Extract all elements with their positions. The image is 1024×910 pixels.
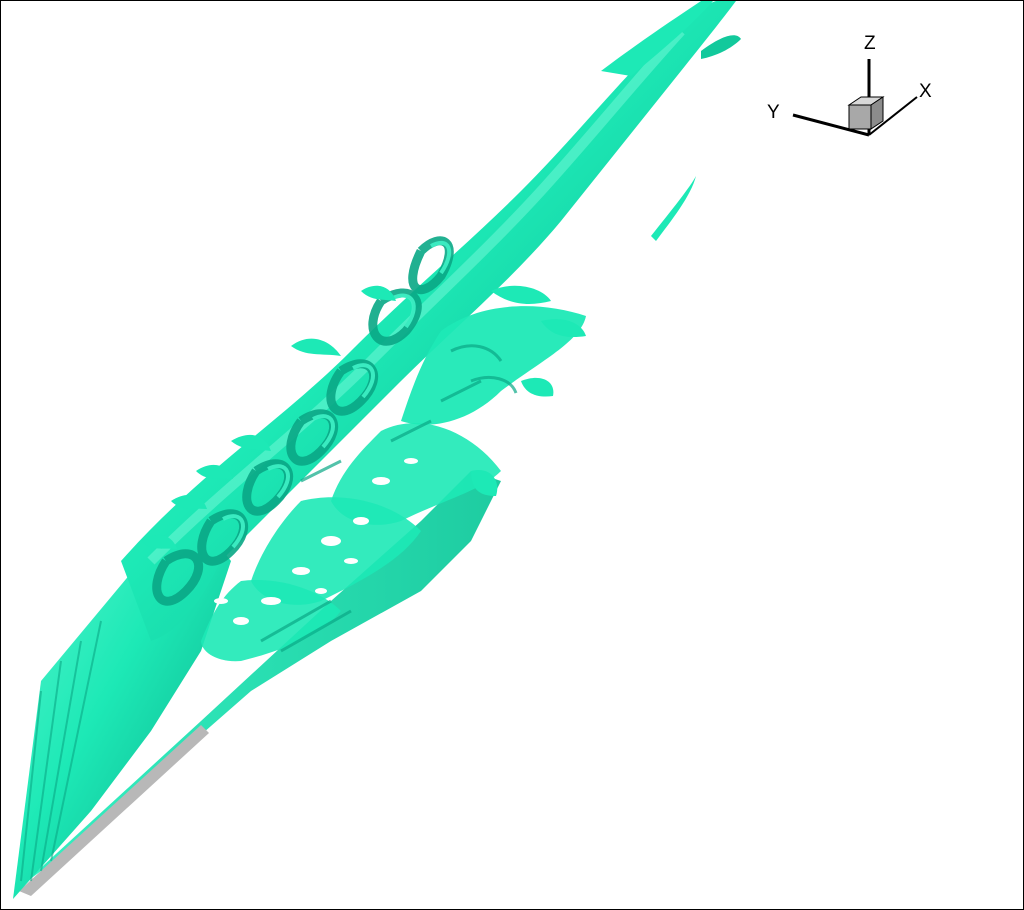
axis-triad: Z Y X	[767, 33, 932, 137]
upper-strand	[601, 1, 713, 76]
breakdown-region	[201, 285, 586, 662]
body-surface	[19, 725, 209, 896]
z-axis-label: Z	[864, 33, 876, 54]
x-axis-label: X	[919, 81, 932, 102]
y-axis-label: Y	[767, 102, 780, 123]
x-axis-line	[868, 96, 918, 136]
cube-icon	[847, 96, 885, 130]
vortex-core-highlight	[147, 27, 685, 565]
upper-right-wisp	[701, 35, 741, 59]
helical-ring-faces	[222, 240, 452, 549]
breakdown-holes	[214, 458, 418, 625]
vortex-core	[121, 1, 736, 641]
helical-rings	[152, 236, 454, 606]
forebody-ridges	[20, 620, 102, 882]
shed-vortex-fragments	[141, 176, 696, 549]
y-axis-line	[792, 113, 870, 137]
breakdown-shading	[260, 344, 518, 653]
